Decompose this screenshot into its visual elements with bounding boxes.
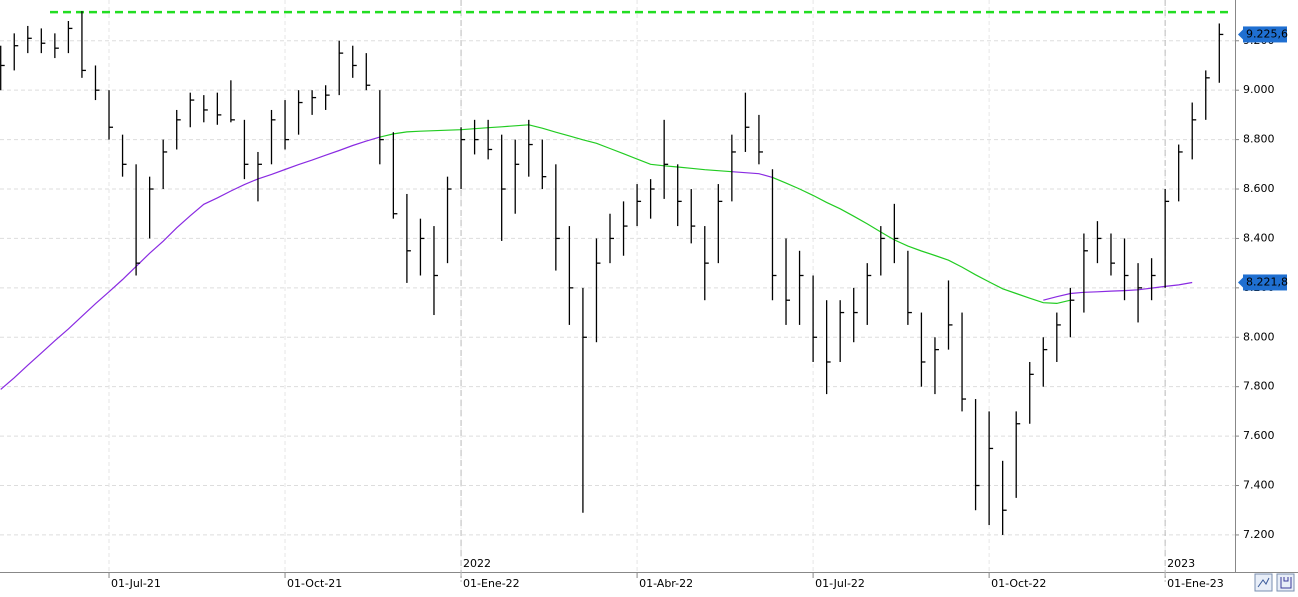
ma-label-box [1243, 274, 1287, 291]
last-price-label-arrow [1238, 29, 1243, 40]
x-tick-label: 01-Oct-21 [287, 577, 342, 590]
x-tick-label: 01-Ene-22 [463, 577, 520, 590]
x-tick-label: 01-Oct-22 [991, 577, 1046, 590]
ma-label: 8.221,8 [1246, 275, 1288, 288]
save-icon [1280, 577, 1292, 589]
year-label: 2023 [1167, 557, 1195, 570]
moving-average [379, 124, 1071, 305]
y-tick-label: 7.600 [1243, 429, 1275, 442]
y-tick-label: 8.400 [1243, 231, 1275, 244]
y-tick-label: 7.800 [1243, 380, 1275, 393]
x-tick-label: 01-Jul-21 [111, 577, 161, 590]
y-tick-label: 7.400 [1243, 479, 1275, 492]
x-tick-label: 01-Ene-23 [1167, 577, 1224, 590]
y-tick-label: 7.200 [1243, 528, 1275, 541]
zoom-button[interactable] [1254, 573, 1273, 592]
year-label: 2022 [463, 557, 491, 570]
x-tick-label: 01-Abr-22 [639, 577, 693, 590]
y-tick-label: 9.000 [1243, 83, 1275, 96]
y-tick-label: 8.600 [1243, 182, 1275, 195]
y-tick-label: 8.000 [1243, 330, 1275, 343]
last-price-label-box [1243, 26, 1287, 43]
zoom-icon [1257, 577, 1270, 588]
moving-average [0, 136, 1193, 390]
last-price-label: 9.225,6 [1246, 27, 1288, 40]
ma-label-arrow [1238, 277, 1243, 288]
x-tick-label: 01-Jul-22 [815, 577, 865, 590]
y-tick-label: 8.800 [1243, 133, 1275, 146]
